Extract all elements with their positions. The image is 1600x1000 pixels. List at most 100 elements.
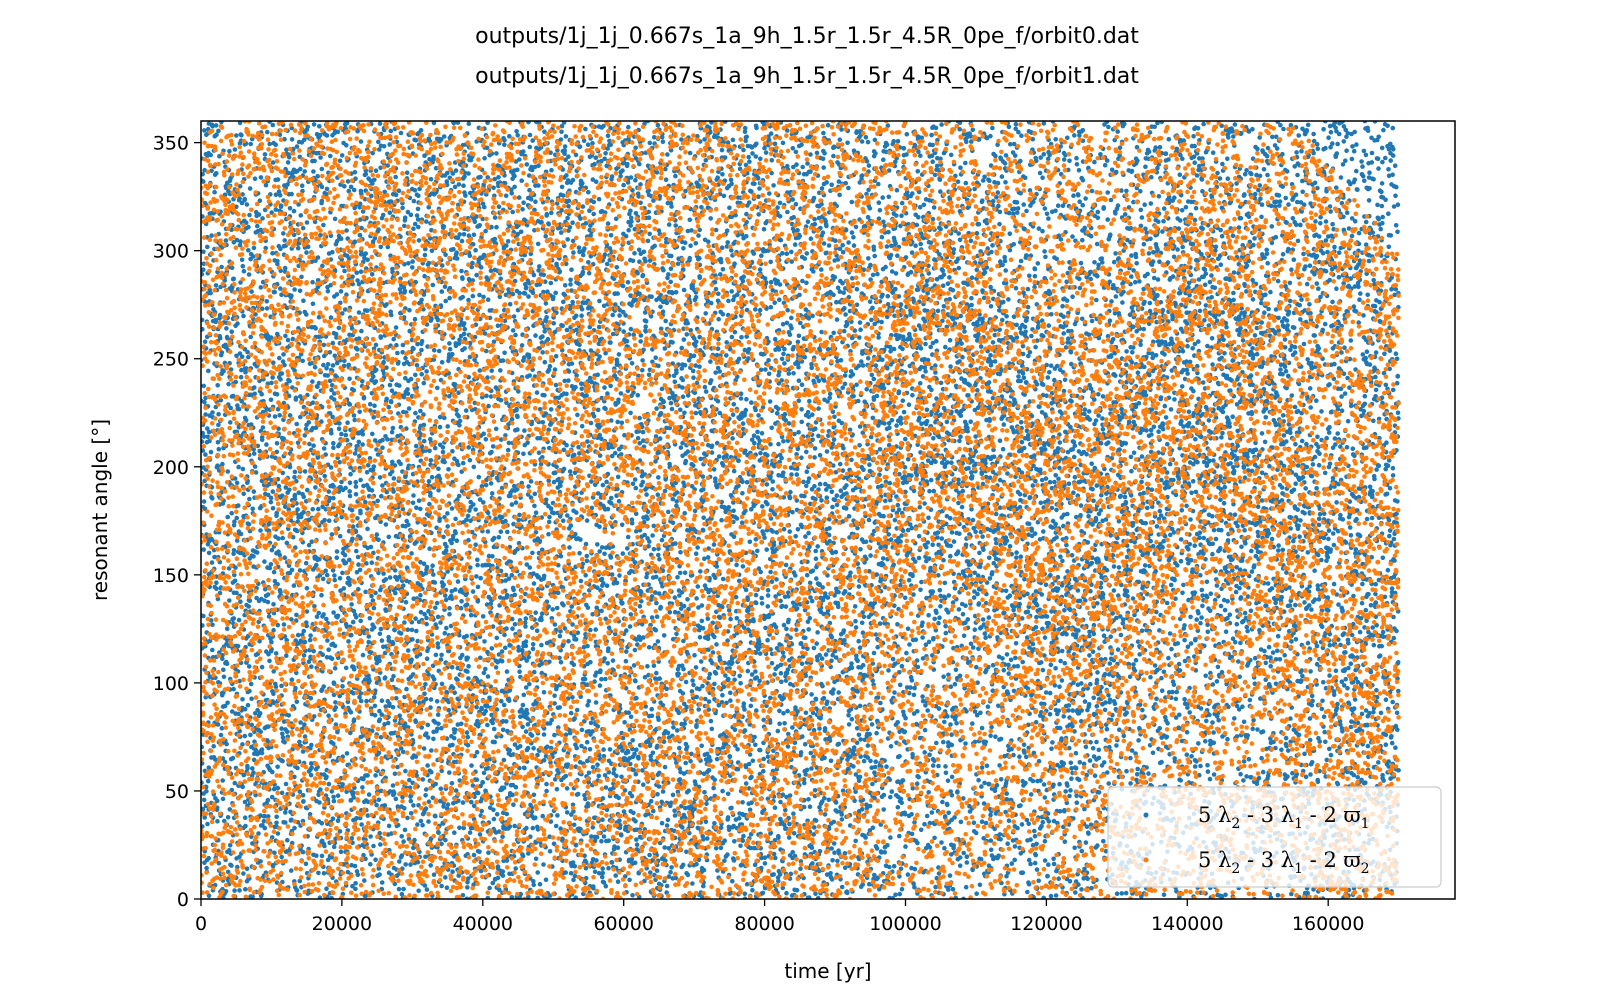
- scatter-point: [419, 297, 424, 303]
- scatter-point: [498, 397, 504, 403]
- scatter-point: [236, 406, 242, 412]
- scatter-point: [459, 599, 464, 604]
- scatter-point: [298, 213, 304, 218]
- scatter-point: [234, 590, 239, 596]
- chart-title: outputs/1j_1j_0.667s_1a_9h_1.5r_1.5r_4.5…: [475, 24, 1139, 89]
- scatter-point: [509, 191, 514, 196]
- scatter-point: [357, 567, 363, 573]
- scatter-point: [281, 231, 286, 236]
- scatter-point: [207, 438, 212, 444]
- scatter-point: [465, 513, 471, 519]
- scatter-point: [252, 176, 258, 181]
- scatter-point: [303, 861, 309, 867]
- scatter-point: [227, 598, 232, 603]
- scatter-point: [343, 485, 348, 491]
- scatter-point: [214, 132, 219, 137]
- scatter-point: [482, 639, 487, 644]
- scatter-point: [201, 179, 206, 184]
- scatter-point: [530, 642, 536, 647]
- scatter-point: [335, 613, 341, 619]
- scatter-point: [284, 729, 290, 734]
- scatter-point: [358, 618, 364, 624]
- scatter-point: [416, 888, 422, 894]
- title-line-2: outputs/1j_1j_0.667s_1a_9h_1.5r_1.5r_4.5…: [475, 64, 1139, 89]
- scatter-point: [412, 316, 418, 322]
- scatter-point: [381, 144, 387, 149]
- scatter-point: [275, 258, 280, 264]
- scatter-point: [431, 156, 436, 162]
- scatter-point: [397, 287, 403, 292]
- scatter-point: [266, 724, 271, 729]
- scatter-point: [444, 885, 450, 890]
- scatter-point: [347, 402, 353, 407]
- scatter-point: [344, 143, 349, 148]
- scatter-point: [345, 179, 351, 184]
- scatter-point: [426, 672, 431, 677]
- scatter-point: [324, 774, 329, 779]
- scatter-point: [413, 719, 419, 725]
- scatter-point: [511, 314, 517, 319]
- scatter-point: [326, 713, 331, 718]
- scatter-point: [423, 806, 429, 811]
- scatter-point: [402, 223, 407, 229]
- scatter-point: [221, 895, 226, 899]
- scatter-point: [287, 206, 293, 211]
- scatter-point: [358, 139, 364, 144]
- scatter-point: [435, 712, 441, 717]
- scatter-point: [414, 505, 419, 511]
- scatter-point: [523, 643, 529, 649]
- scatter-point: [493, 426, 499, 432]
- scatter-point: [457, 422, 462, 428]
- scatter-point: [408, 798, 414, 804]
- scatter-point: [460, 294, 466, 300]
- scatter-point: [363, 251, 369, 256]
- scatter-point: [434, 699, 440, 704]
- scatter-point: [505, 239, 511, 244]
- scatter-point: [483, 708, 489, 714]
- scatter-point: [522, 598, 527, 604]
- scatter-point: [281, 622, 287, 627]
- scatter-point: [229, 265, 235, 271]
- scatter-point: [373, 168, 379, 173]
- scatter-point: [498, 529, 504, 534]
- scatter-point: [423, 793, 428, 798]
- scatter-point: [271, 360, 276, 366]
- scatter-point: [401, 583, 406, 588]
- scatter-point: [391, 673, 396, 679]
- scatter-point: [445, 802, 451, 807]
- scatter-point: [208, 290, 213, 296]
- scatter-point: [337, 576, 343, 581]
- scatter-point: [493, 665, 499, 670]
- scatter-point: [351, 187, 357, 193]
- scatter-point: [449, 781, 455, 786]
- scatter-point: [447, 394, 452, 399]
- scatter-point: [201, 797, 207, 803]
- scatter-point: [300, 793, 306, 798]
- scatter-point: [520, 702, 526, 708]
- scatter-point: [271, 569, 277, 575]
- scatter-point: [370, 431, 375, 437]
- scatter-point: [206, 368, 211, 374]
- scatter-point: [201, 448, 206, 453]
- scatter-point: [526, 484, 531, 489]
- scatter-point: [467, 457, 473, 463]
- scatter-point: [285, 837, 290, 843]
- scatter-point: [390, 425, 396, 431]
- scatter-point: [514, 129, 519, 134]
- scatter-point: [294, 888, 300, 893]
- scatter-point: [378, 842, 383, 847]
- scatter-point: [376, 537, 381, 543]
- scatter-point: [321, 446, 327, 451]
- scatter-point: [309, 765, 314, 770]
- scatter-point: [317, 800, 322, 805]
- scatter-point: [477, 849, 482, 855]
- scatter-point: [526, 294, 531, 299]
- scatter-point: [413, 372, 418, 378]
- scatter-point: [205, 821, 210, 827]
- scatter-point: [264, 299, 270, 304]
- scatter-point: [302, 469, 308, 474]
- scatter-point: [480, 780, 486, 785]
- scatter-point: [418, 818, 424, 824]
- scatter-point: [500, 873, 506, 878]
- scatter-point: [517, 669, 522, 674]
